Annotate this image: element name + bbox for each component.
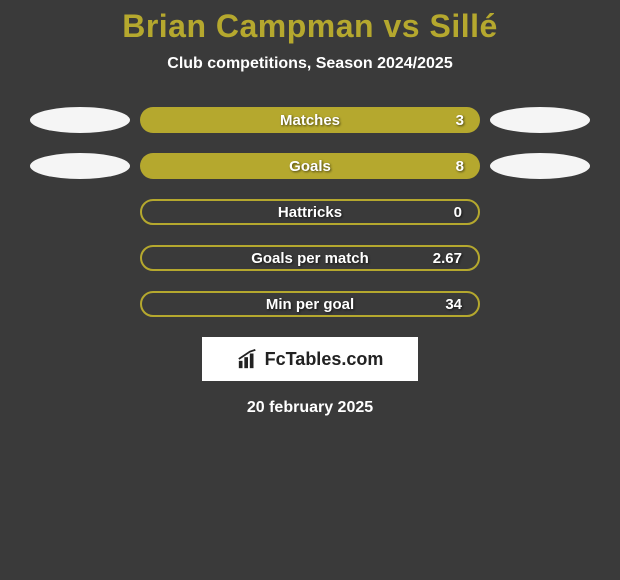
- stat-value: 0: [454, 204, 462, 221]
- stat-value: 3: [456, 112, 464, 129]
- stat-bar: Goals per match 2.67: [140, 245, 480, 271]
- bar-slot: Min per goal 34: [140, 291, 480, 317]
- stat-row: Matches 3: [0, 107, 620, 133]
- player-ellipse-right: [490, 153, 590, 179]
- stat-row: Min per goal 34: [0, 291, 620, 317]
- chart-icon: [237, 348, 259, 370]
- stat-rows: Matches 3 Goals 8 Hattricks 0 Goals per match 2…: [0, 107, 620, 317]
- logo-text: FcTables.com: [265, 349, 384, 370]
- right-ellipse-slot: [480, 153, 600, 179]
- page-title: Brian Campman vs Sillé: [0, 8, 620, 45]
- left-ellipse-slot: [20, 153, 140, 179]
- player-ellipse-left: [30, 107, 130, 133]
- bar-slot: Hattricks 0: [140, 199, 480, 225]
- stat-value: 8: [456, 158, 464, 175]
- stat-bar: Min per goal 34: [140, 291, 480, 317]
- bar-slot: Goals per match 2.67: [140, 245, 480, 271]
- stat-row: Goals 8: [0, 153, 620, 179]
- stat-label: Goals per match: [251, 250, 369, 267]
- stat-label: Goals: [289, 158, 331, 175]
- stat-bar: Hattricks 0: [140, 199, 480, 225]
- source-logo[interactable]: FcTables.com: [202, 337, 418, 381]
- stat-value: 34: [445, 296, 462, 313]
- date-label: 20 february 2025: [0, 399, 620, 417]
- bar-slot: Matches 3: [140, 107, 480, 133]
- stat-label: Min per goal: [266, 296, 354, 313]
- stat-row: Goals per match 2.67: [0, 245, 620, 271]
- stats-comparison: Brian Campman vs Sillé Club competitions…: [0, 0, 620, 417]
- right-ellipse-slot: [480, 107, 600, 133]
- stat-value: 2.67: [433, 250, 462, 267]
- page-subtitle: Club competitions, Season 2024/2025: [0, 55, 620, 73]
- stat-label: Matches: [280, 112, 340, 129]
- stat-bar: Matches 3: [140, 107, 480, 133]
- stat-row: Hattricks 0: [0, 199, 620, 225]
- bar-slot: Goals 8: [140, 153, 480, 179]
- player-ellipse-left: [30, 153, 130, 179]
- stat-label: Hattricks: [278, 204, 342, 221]
- stat-bar: Goals 8: [140, 153, 480, 179]
- player-ellipse-right: [490, 107, 590, 133]
- left-ellipse-slot: [20, 107, 140, 133]
